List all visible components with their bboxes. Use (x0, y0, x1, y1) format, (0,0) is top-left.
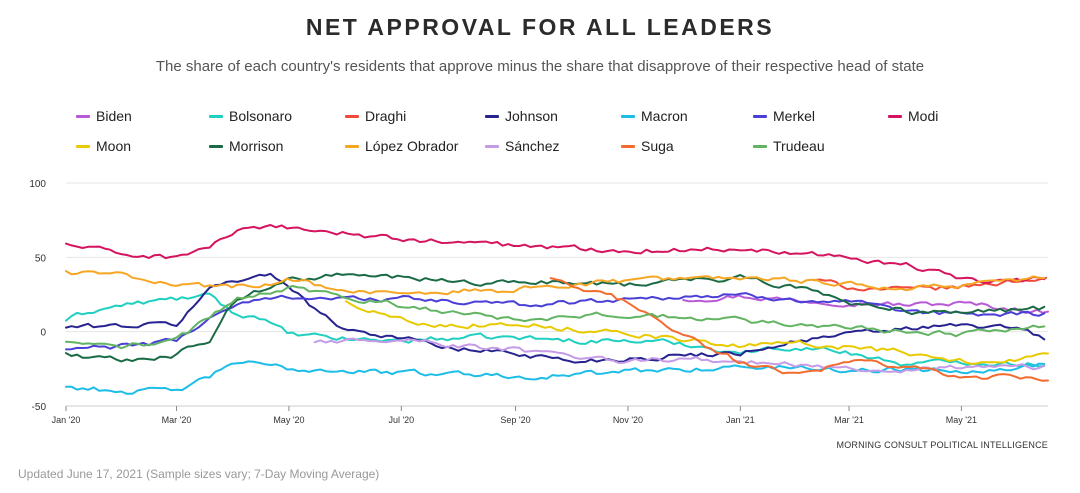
legend-item-biden[interactable]: Biden (76, 108, 132, 124)
x-tick-label: Mar '20 (162, 415, 192, 425)
legend-item-suga[interactable]: Suga (621, 138, 674, 154)
legend-item-moon[interactable]: Moon (76, 138, 131, 154)
legend-item-lopez-obrador[interactable]: López Obrador (345, 138, 458, 154)
legend-item-macron[interactable]: Macron (621, 108, 688, 124)
legend-label: Suga (641, 138, 674, 154)
legend-label: Macron (641, 108, 688, 124)
chart-title: NET APPROVAL FOR ALL LEADERS (305, 14, 775, 40)
legend-label: Bolsonaro (229, 108, 293, 124)
legend-label: Draghi (365, 108, 407, 124)
legend-label: Moon (96, 138, 132, 154)
legend-swatch (753, 144, 767, 148)
legend-item-merkel[interactable]: Merkel (753, 108, 815, 124)
line-chart: 100 50 0 -50 Jan '20 Mar '20 May '20 Jul '20 Sep… (29, 179, 1049, 425)
legend-label: Johnson (505, 108, 558, 124)
legend-item-johnson[interactable]: Johnson (485, 108, 558, 124)
series-line-merkel (65, 292, 1046, 351)
x-tick-label: May '20 (273, 415, 304, 425)
legend-swatch (485, 144, 499, 148)
legend-label: López Obrador (365, 138, 459, 154)
footer-note: Updated June 17, 2021 (Sample sizes vary… (18, 467, 380, 481)
x-tick-label: May '21 (946, 415, 977, 425)
legend-swatch (76, 114, 90, 118)
series-line-trudeau (65, 285, 1046, 350)
series-line-morrison (65, 272, 1046, 363)
legend-label: Trudeau (773, 138, 825, 154)
series-line-lopez-obrador (65, 270, 1046, 296)
legend-label: Modi (908, 108, 939, 124)
legend-label: Biden (96, 108, 132, 124)
x-tick-label: Nov '20 (613, 415, 643, 425)
legend-label: Sánchez (505, 138, 560, 154)
legend-swatch (753, 114, 767, 118)
y-tick-label: 100 (29, 179, 46, 190)
x-tick-label: Jan '21 (726, 415, 755, 425)
legend-swatch (621, 144, 635, 148)
chart-subtitle: The share of each country's residents th… (155, 58, 925, 75)
legend-swatch (76, 144, 90, 148)
legend-item-bolsonaro[interactable]: Bolsonaro (209, 108, 292, 124)
x-tick-label: Mar '21 (834, 415, 864, 425)
y-tick-label: 0 (40, 328, 46, 339)
series-line-suga (549, 277, 1049, 382)
legend-item-morrison[interactable]: Morrison (209, 138, 283, 154)
series-line-modi (65, 224, 1046, 284)
legend-swatch (345, 144, 359, 148)
legend-swatch (485, 114, 499, 118)
x-tick-label: Jul '20 (388, 415, 414, 425)
source-label: MORNING CONSULT POLITICAL INTELLIGENCE (836, 440, 1048, 450)
legend-swatch (209, 144, 223, 148)
series-line-macron (65, 360, 1046, 395)
y-tick-label: 50 (35, 253, 47, 264)
legend-swatch (888, 114, 902, 118)
legend-item-draghi[interactable]: Draghi (345, 108, 406, 124)
legend-item-trudeau[interactable]: Trudeau (753, 138, 825, 154)
legend-label: Morrison (229, 138, 284, 154)
y-tick-label: -50 (32, 402, 47, 413)
x-tick-label: Sep '20 (500, 415, 530, 425)
legend-swatch (345, 114, 359, 118)
legend-swatch (621, 114, 635, 118)
legend-item-sanchez[interactable]: Sánchez (485, 138, 559, 154)
x-tick-label: Jan '20 (52, 415, 81, 425)
legend-label: Merkel (773, 108, 816, 124)
legend-swatch (209, 114, 223, 118)
legend-item-modi[interactable]: Modi (888, 108, 938, 124)
